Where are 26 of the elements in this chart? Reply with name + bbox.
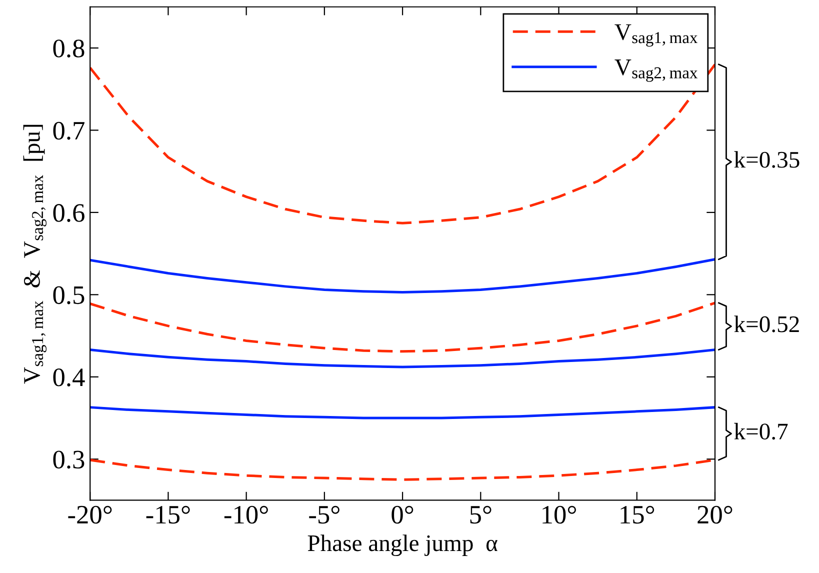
legend-label: V$_{sag2,max}$: [614, 60, 698, 82]
y-tick-label: 0.7: [53, 122, 84, 140]
x-tick-label: 10°: [542, 506, 576, 524]
line-series: [90, 302, 715, 353]
y-tick-label: 0.3: [53, 450, 84, 469]
y-tick-label: 0.4: [53, 368, 85, 386]
y-tick-label: 0.6: [53, 204, 84, 222]
text: k=0.7: [734, 422, 788, 440]
y-tick-label: 0.8: [53, 40, 84, 58]
line-series: [90, 406, 715, 420]
line-series: [90, 258, 715, 294]
x-axis-title: Phase angle jump α: [308, 534, 498, 556]
legend-label: V$_{sag1,max}$: [614, 24, 698, 47]
x-tick-label: 0°: [392, 506, 414, 524]
x-tick-label: 5°: [470, 506, 492, 524]
text: k=0.35: [734, 151, 800, 168]
y-tick-label: 0.5: [53, 286, 84, 304]
x-tick-label: -10°: [224, 506, 268, 524]
x-tick-label: 15°: [620, 506, 654, 524]
x-tick-label: -15°: [146, 506, 190, 524]
x-tick-label: -5°: [309, 506, 340, 524]
x-tick-label: 20°: [698, 506, 732, 524]
text: k=0.52: [734, 316, 799, 332]
line-series: [90, 348, 715, 368]
y-axis-title: V$_{sag1,max}$ & V$_{sag2,max}$ [pu]: [23, 124, 47, 384]
x-tick-label: -20°: [68, 506, 112, 524]
